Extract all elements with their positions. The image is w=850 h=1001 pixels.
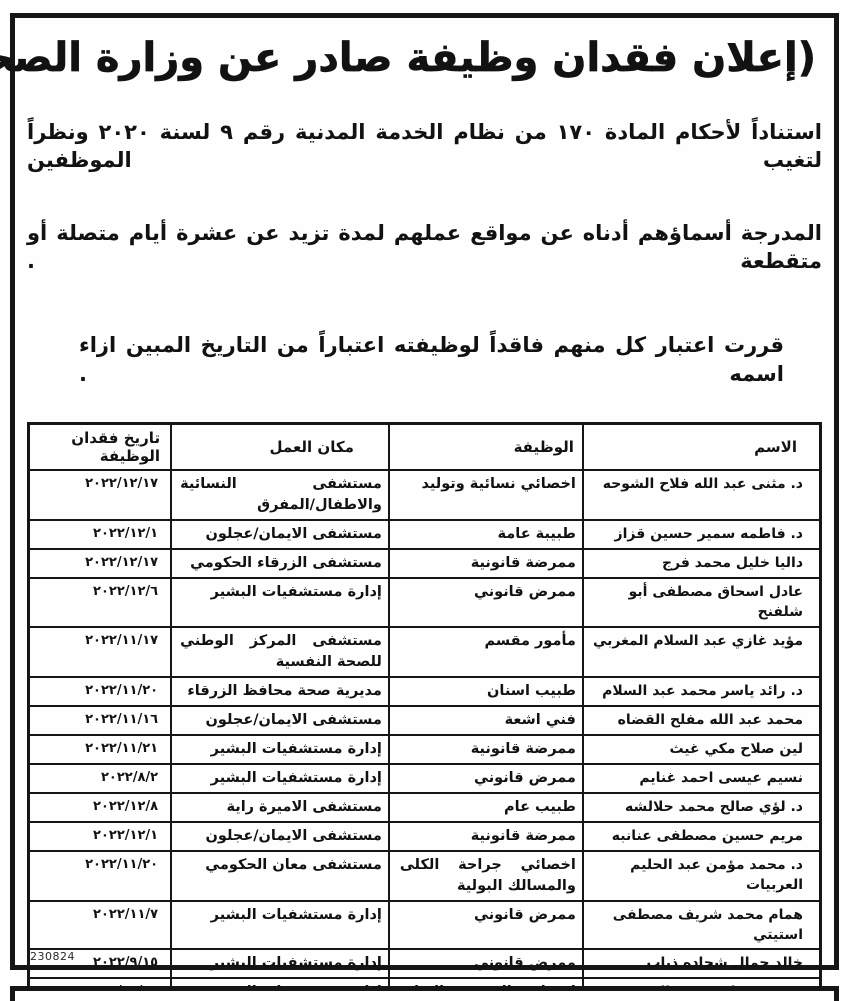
- cell-job: اخصائي جراحة الكلى والمسالك البولية: [387, 849, 584, 902]
- next-ad-frame-partial: [10, 986, 839, 1001]
- cell-loss-date: ٢٠٢٢/١١/٢٠: [27, 849, 173, 902]
- header-name: الاسم: [581, 422, 822, 472]
- cell-name: د. مثنى عبد الله فلاح الشوحه: [581, 469, 822, 522]
- cell-name: د. محمد مؤمن عبد الحليم العربيات: [581, 849, 822, 902]
- cell-workplace: مستشفى الاميرة راية: [170, 791, 390, 823]
- table-body: د. مثنى عبد الله فلاح الشوحه اخصائي نسائ…: [27, 469, 822, 1001]
- cell-job: ممرضة قانونية: [387, 733, 584, 765]
- cell-job: ممرض قانوني: [387, 577, 584, 628]
- cell-job: ممرض قانوني: [387, 948, 584, 980]
- cell-loss-date: ٢٠٢٢/١١/٧: [27, 899, 173, 951]
- cell-loss-date: ٢٠٢٢/١٢/٨: [27, 791, 173, 823]
- cell-name: همام محمد شريف مصطفى استيتي: [581, 899, 822, 951]
- cell-job: ممرض قانوني: [387, 762, 584, 794]
- cell-workplace: إدارة مستشفيات البشير: [170, 899, 390, 951]
- table-row: لين صلاح مكي غيث ممرضة قانونية إدارة مست…: [27, 733, 822, 765]
- cell-loss-date: ٢٠٢٢/١١/١٦: [27, 704, 173, 736]
- cell-name: خالد جمال شحاده ذياب: [581, 948, 822, 980]
- cell-name: عادل اسحاق مصطفى أبو شلفنح: [581, 577, 822, 628]
- cell-loss-date: ٢٠٢٢/١٢/١: [27, 519, 173, 551]
- legal-basis-paragraph: استناداً لأحكام المادة ١٧٠ من نظام الخدم…: [27, 120, 822, 173]
- table-row: نسيم عيسى احمد غنايم ممرض قانوني إدارة م…: [27, 762, 822, 794]
- cell-loss-date: ٢٠٢٢/١٢/٦: [27, 577, 173, 628]
- cell-workplace: مستشفى الايمان/عجلون: [170, 820, 390, 852]
- header-workplace: مكان العمل: [170, 422, 390, 472]
- cell-name: محمد عبد الله مفلح القضاه: [581, 704, 822, 736]
- table-row: مريم حسين مصطفى عنانبه ممرضة قانونية مست…: [27, 820, 822, 852]
- table-row: محمد عبد الله مفلح القضاه فني اشعة مستشف…: [27, 704, 822, 736]
- cell-name: د. فاطمه سمير حسين قزاز: [581, 519, 822, 551]
- cell-name: مريم حسين مصطفى عنانبه: [581, 820, 822, 852]
- cell-job: مأمور مقسم: [387, 625, 584, 678]
- table-row: مؤيد غازي عبد السلام المغربي مأمور مقسم …: [27, 625, 822, 678]
- cell-workplace: مستشفى النسائية والاطفال/المفرق: [170, 469, 390, 522]
- header-job: الوظيفة: [387, 422, 584, 472]
- cell-workplace: مديرية صحة محافظ الزرقاء: [170, 675, 390, 707]
- table-row: د. مثنى عبد الله فلاح الشوحه اخصائي نسائ…: [27, 469, 822, 522]
- cell-workplace: إدارة مستشفيات البشير: [170, 948, 390, 980]
- employees-table: الاسم الوظيفة مكان العمل تاريخ فقدان الو…: [27, 422, 822, 1001]
- cell-loss-date: ٢٠٢٢/١١/٢١: [27, 733, 173, 765]
- table-row: خالد جمال شحاده ذياب ممرض قانوني إدارة م…: [27, 948, 822, 980]
- table-row: د. فاطمه سمير حسين قزاز طبيبة عامة مستشف…: [27, 519, 822, 551]
- announcement-title: (إعلان فقدان وظيفة صادر عن وزارة الصحة): [0, 35, 816, 82]
- cell-workplace: مستشفى المركز الوطني للصحة النفسية: [170, 625, 390, 678]
- cell-loss-date: ٢٠٢٢/٨/٢: [27, 762, 173, 794]
- cell-loss-date: ٢٠٢٢/١١/١٧: [27, 625, 173, 678]
- cell-name: مؤيد غازي عبد السلام المغربي: [581, 625, 822, 678]
- cell-workplace: مستشفى الايمان/عجلون: [170, 704, 390, 736]
- cell-name: داليا خليل محمد فرج: [581, 548, 822, 580]
- cell-workplace: إدارة مستشفيات البشير: [170, 733, 390, 765]
- cell-workplace: مستشفى الايمان/عجلون: [170, 519, 390, 551]
- cell-job: اخصائي نسائية وتوليد: [387, 469, 584, 522]
- table-row: د. محمد مؤمن عبد الحليم العربيات اخصائي …: [27, 849, 822, 902]
- table-row: عادل اسحاق مصطفى أبو شلفنح ممرض قانوني إ…: [27, 577, 822, 628]
- cell-workplace: إدارة مستشفيات البشير: [170, 762, 390, 794]
- table-header-row: الاسم الوظيفة مكان العمل تاريخ فقدان الو…: [27, 422, 822, 472]
- cell-loss-date: ٢٠٢٢/١٢/١٧: [27, 548, 173, 580]
- cell-loss-date: ٢٠٢٢/١٢/١٧: [27, 469, 173, 522]
- cell-name: نسيم عيسى احمد غنايم: [581, 762, 822, 794]
- decision-paragraph: قررت اعتبار كل منهم فاقداً لوظيفته اعتبا…: [79, 333, 784, 386]
- cell-job: طبيب اسنان: [387, 675, 584, 707]
- cell-loss-date: ٢٠٢٢/١١/٢٠: [27, 675, 173, 707]
- header-loss-date: تاريخ فقدان الوظيفة: [27, 422, 173, 472]
- cell-job: فني اشعة: [387, 704, 584, 736]
- cell-job: ممرض قانوني: [387, 899, 584, 951]
- cell-workplace: إدارة مستشفيات البشير: [170, 577, 390, 628]
- table-row: همام محمد شريف مصطفى استيتي ممرض قانوني …: [27, 899, 822, 951]
- table-row: داليا خليل محمد فرج ممرضة قانونية مستشفى…: [27, 548, 822, 580]
- cell-loss-date: ٢٠٢٢/١٢/١: [27, 820, 173, 852]
- cell-workplace: مستشفى معان الحكومي: [170, 849, 390, 902]
- cell-name: د. رائد ياسر محمد عبد السلام: [581, 675, 822, 707]
- cell-loss-date: ٢٠٢٢/٩/١٥: [27, 948, 173, 980]
- cell-job: طبيبة عامة: [387, 519, 584, 551]
- cell-workplace: مستشفى الزرقاء الحكومي: [170, 548, 390, 580]
- cell-job: ممرضة قانونية: [387, 548, 584, 580]
- cell-name: لين صلاح مكي غيث: [581, 733, 822, 765]
- cell-job: ممرضة قانونية: [387, 820, 584, 852]
- cell-name: د. لؤي صالح محمد حلالشه: [581, 791, 822, 823]
- announcement-frame: (إعلان فقدان وظيفة صادر عن وزارة الصحة) …: [0, 13, 839, 1001]
- cell-job: طبيب عام: [387, 791, 584, 823]
- absence-details-paragraph: المدرجة أسماؤهم أدناه عن مواقع عملهم لمد…: [27, 220, 822, 274]
- ad-reference-number: 230824: [30, 950, 75, 963]
- table-row: د. رائد ياسر محمد عبد السلام طبيب اسنان …: [27, 675, 822, 707]
- table-row: د. لؤي صالح محمد حلالشه طبيب عام مستشفى …: [27, 791, 822, 823]
